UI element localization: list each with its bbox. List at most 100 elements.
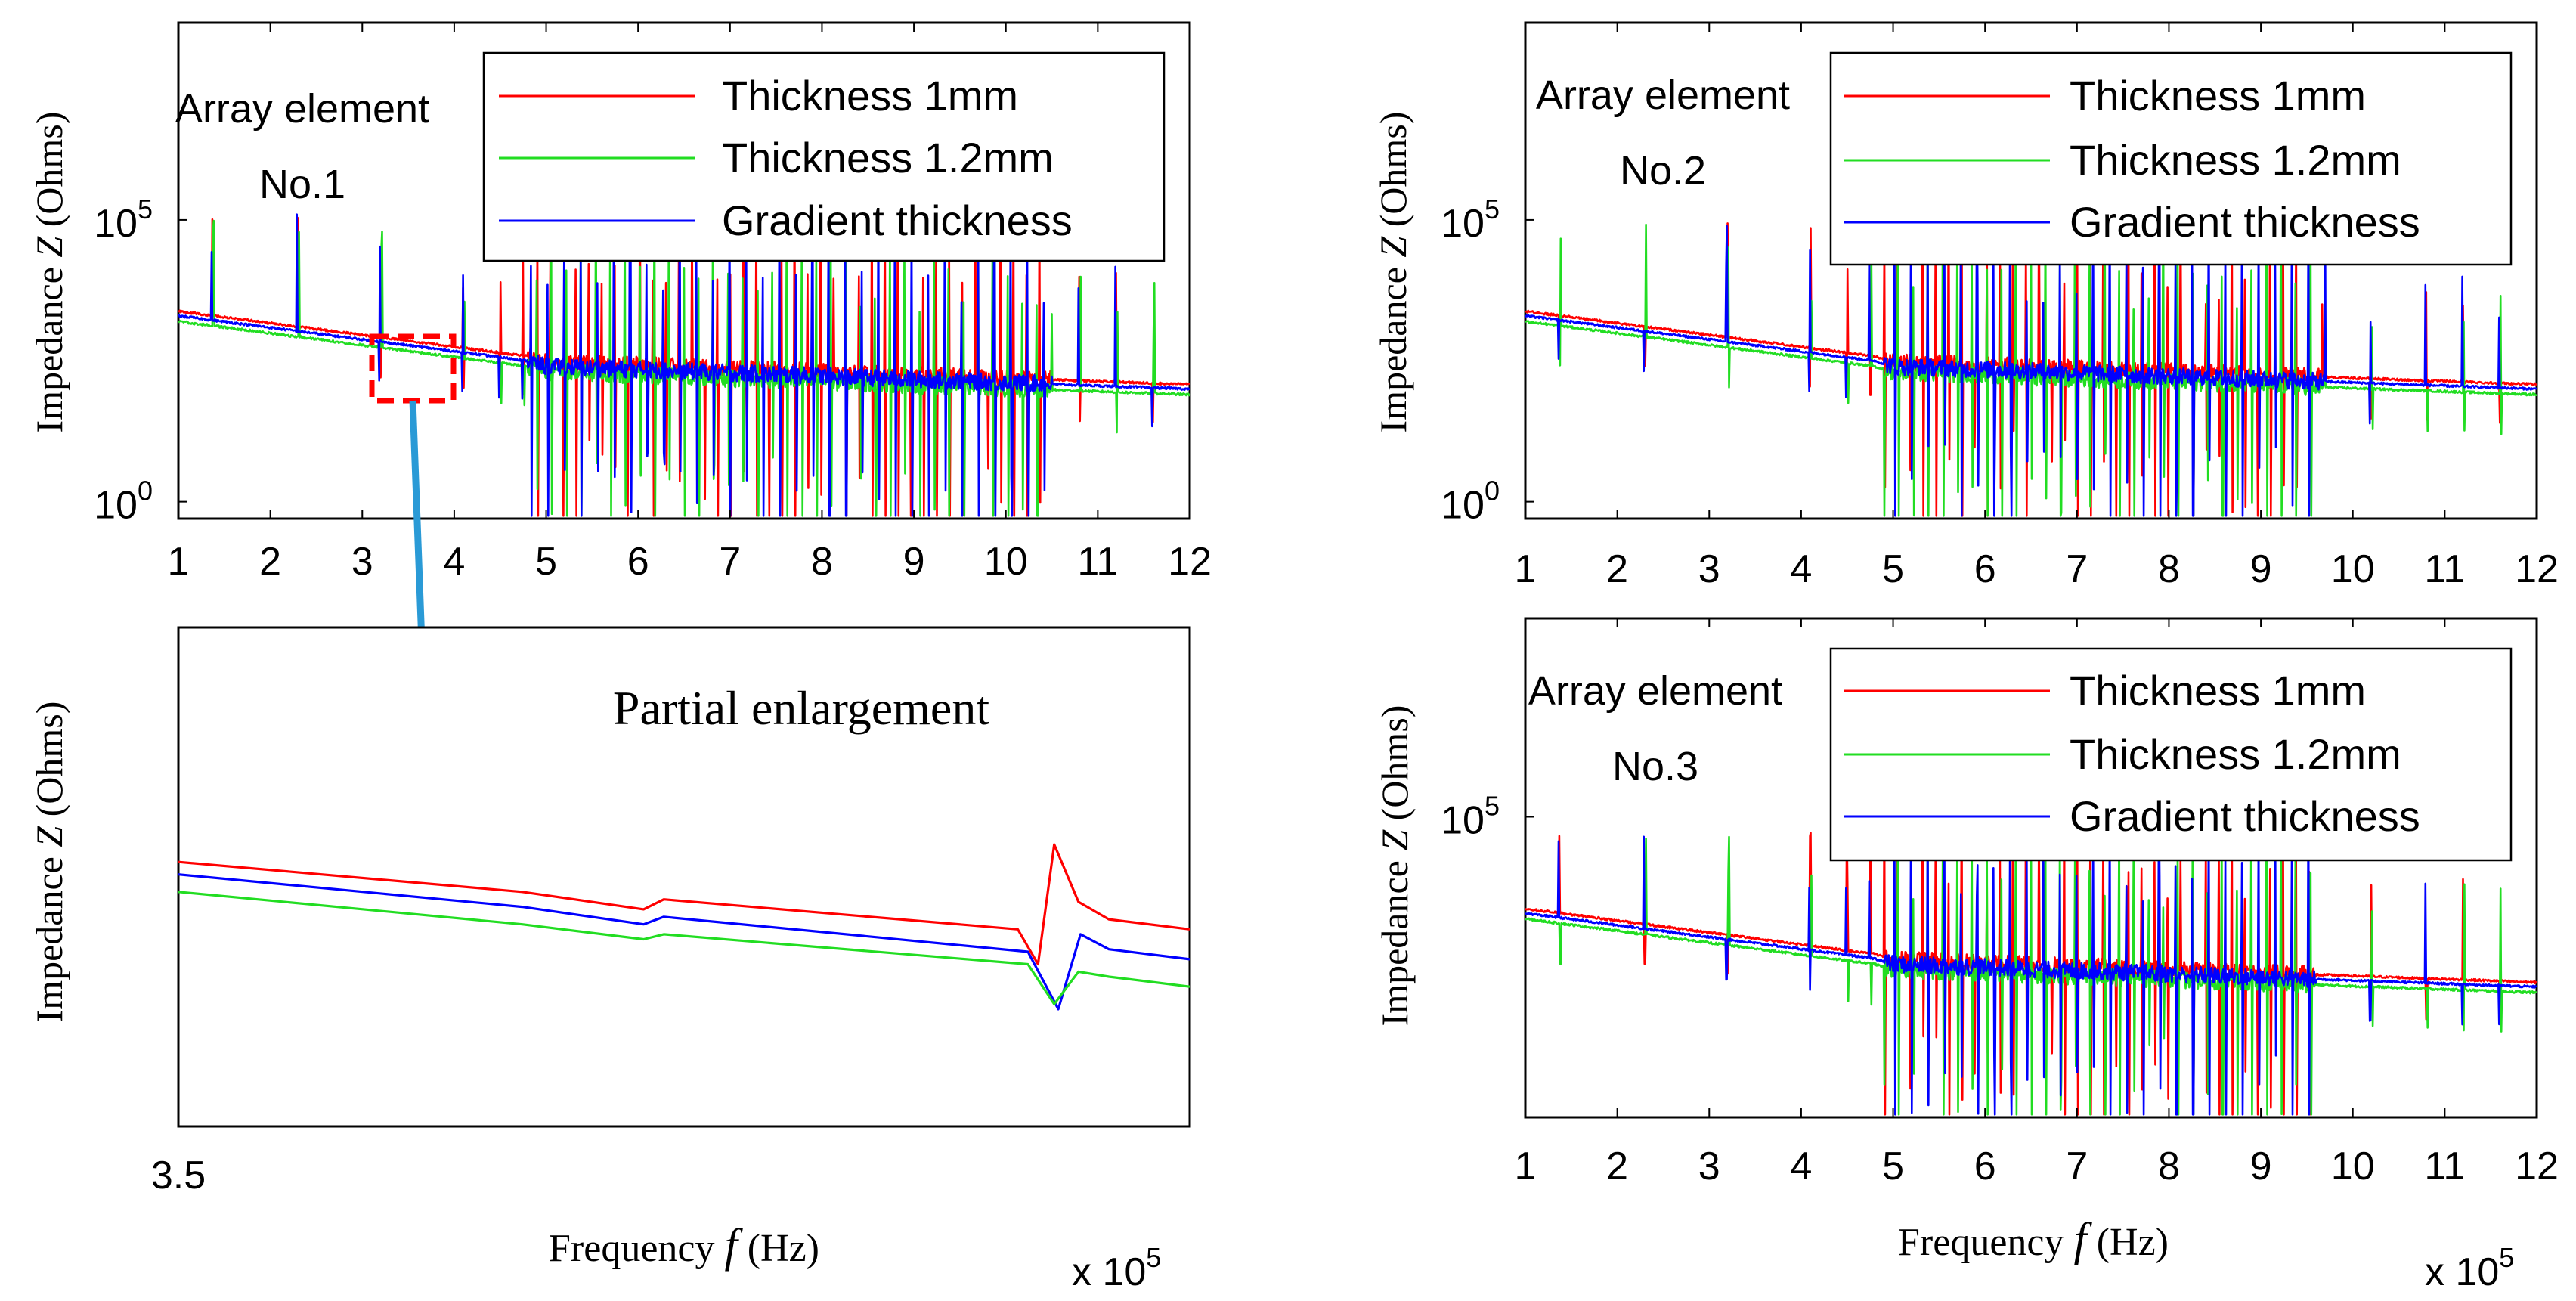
x-tick-label: 8 — [2158, 547, 2180, 591]
annotation-line-1: Array element — [1536, 73, 1790, 118]
annotation: Array element No.3 — [1528, 668, 1782, 789]
x-tick-label: 5 — [1882, 1145, 1904, 1188]
y-axis-label-var: Z — [1372, 236, 1414, 258]
x-tick-label: 7 — [719, 540, 741, 584]
y-tick-base: 10 — [94, 202, 138, 246]
series-line-gradient-thickness — [1524, 176, 2537, 517]
y-axis-label-suffix: (Ohms) — [1373, 705, 1416, 830]
x-multiplier-base: x 10 — [1072, 1250, 1146, 1294]
x-tick-label: 2 — [1606, 1145, 1628, 1188]
x-tick-label: 3 — [1698, 547, 1720, 591]
legend: Thickness 1mm Thickness 1.2mm Gradient t… — [1829, 51, 2513, 266]
y-axis-label: Impedance Z (Ohms) — [28, 112, 70, 433]
x-tick-label: 4 — [443, 540, 465, 584]
y-axis-label-suffix: (Ohms) — [1372, 112, 1414, 237]
y-axis-label: Impedance Z (Ohms) — [1372, 112, 1414, 433]
x-axis-label: Frequency f (Hz) — [549, 1220, 819, 1272]
y-axis-label-prefix: Impedance — [1373, 851, 1416, 1027]
x-tick-label: 9 — [2250, 1145, 2272, 1188]
x-tick-label: 10 — [2331, 1145, 2375, 1188]
x-tick-label: 11 — [1077, 540, 1118, 584]
y-tick-base: 10 — [1441, 799, 1485, 843]
x-tick-label: 9 — [903, 540, 925, 584]
series-line-gradient-thickness — [1525, 775, 2537, 1116]
x-tick-label: 8 — [811, 540, 833, 584]
annotation-line-2: No.1 — [259, 162, 345, 207]
x-tick-label: 3 — [351, 540, 373, 584]
y-tick-label: 105 — [94, 194, 153, 246]
x-multiplier-exp: 5 — [2499, 1242, 2514, 1273]
y-tick-label: 105 — [1441, 194, 1500, 246]
y-tick-base: 10 — [1441, 484, 1485, 528]
x-tick-label: 12 — [2515, 1145, 2559, 1188]
x-tick-label: 10 — [984, 540, 1028, 584]
annotation-line-2: No.3 — [1612, 744, 1698, 789]
legend: Thickness 1mm Thickness 1.2mm Gradient t… — [482, 51, 1166, 262]
x-multiplier-base: x 10 — [2425, 1250, 2499, 1294]
x-multiplier: x 105 — [1072, 1242, 1161, 1294]
x-axis-label: Frequency f (Hz) — [1898, 1214, 2169, 1265]
x-tick-label: 4 — [1790, 547, 1812, 591]
y-tick-label: 100 — [1441, 475, 1500, 528]
legend-label-1mm: Thickness 1mm — [722, 72, 1018, 119]
x-tick-label: 12 — [1168, 540, 1212, 584]
x-tick-label: 3 — [1698, 1145, 1720, 1188]
x-tick-label: 5 — [1882, 547, 1904, 591]
x-axis-label-prefix: Frequency — [549, 1227, 724, 1270]
legend-label-1mm: Thickness 1mm — [2070, 72, 2366, 119]
series-layer — [178, 166, 1191, 517]
x-tick-label: 1 — [1515, 1145, 1537, 1188]
y-tick-exp: 0 — [138, 475, 153, 506]
y-tick-exp: 5 — [138, 194, 153, 225]
y-axis-label: Impedance Z (Ohms) — [28, 702, 70, 1023]
x-multiplier-exp: 5 — [1146, 1242, 1161, 1273]
y-axis-label-var: Z — [1373, 829, 1416, 851]
arrow-shaft — [409, 400, 426, 643]
legend-label-gradient: Gradient thickness — [2070, 792, 2420, 840]
x-tick-label: 2 — [259, 540, 281, 584]
x-tick-label: 1 — [1515, 547, 1537, 591]
y-axis-label: Impedance Z (Ohms) — [1373, 705, 1416, 1027]
annotation-line-2: No.2 — [1620, 148, 1706, 194]
x-multiplier: x 105 — [2425, 1242, 2514, 1294]
annotation: Array element No.2 — [1536, 73, 1790, 194]
annotation-line-1: Array element — [175, 86, 429, 132]
x-tick-label: 2 — [1606, 547, 1628, 591]
y-tick-label: 100 — [94, 475, 153, 528]
x-tick-label: 9 — [2250, 547, 2272, 591]
y-axis-label-suffix: (Ohms) — [28, 112, 70, 237]
y-tick-base: 10 — [94, 484, 138, 528]
legend-label-1.2mm: Thickness 1.2mm — [722, 134, 1054, 181]
y-axis-label-prefix: Impedance — [1372, 258, 1414, 433]
legend-label-1mm: Thickness 1mm — [2070, 667, 2366, 714]
legend: Thickness 1mm Thickness 1.2mm Gradient t… — [1829, 647, 2513, 862]
series-layer — [178, 843, 1190, 1011]
x-tick-label: 1 — [168, 540, 190, 584]
zoom-series-line-thickness-1-2mm — [178, 891, 1190, 1005]
series-line-gradient-thickness — [178, 172, 1190, 517]
y-tick-exp: 0 — [1485, 475, 1500, 506]
y-tick-label: 105 — [1441, 791, 1500, 843]
x-tick-label: 12 — [2515, 547, 2559, 591]
x-tick-label: 11 — [2424, 547, 2465, 591]
x-tick-label: 11 — [2424, 1145, 2465, 1188]
x-tick-label: 3.5 — [151, 1154, 206, 1197]
zoom-series-line-thickness-1mm — [178, 843, 1190, 966]
y-axis-label-suffix: (Ohms) — [28, 702, 70, 826]
x-tick-label: 7 — [2066, 1145, 2088, 1188]
x-tick-label: 5 — [535, 540, 557, 584]
chart-title: Partial enlargement — [613, 681, 989, 735]
legend-label-1.2mm: Thickness 1.2mm — [2070, 730, 2401, 778]
annotation: Array element No.1 — [175, 86, 429, 207]
x-tick-label: 7 — [2066, 547, 2088, 591]
y-tick-exp: 5 — [1485, 791, 1500, 822]
x-tick-label: 4 — [1790, 1145, 1812, 1188]
series-line-thickness-1-2mm — [178, 175, 1191, 517]
legend-label-1.2mm: Thickness 1.2mm — [2070, 136, 2401, 184]
x-tick-label: 6 — [1974, 547, 1996, 591]
y-tick-exp: 5 — [1485, 194, 1500, 225]
y-axis-label-prefix: Impedance — [28, 258, 70, 433]
y-axis-label-prefix: Impedance — [28, 847, 70, 1023]
